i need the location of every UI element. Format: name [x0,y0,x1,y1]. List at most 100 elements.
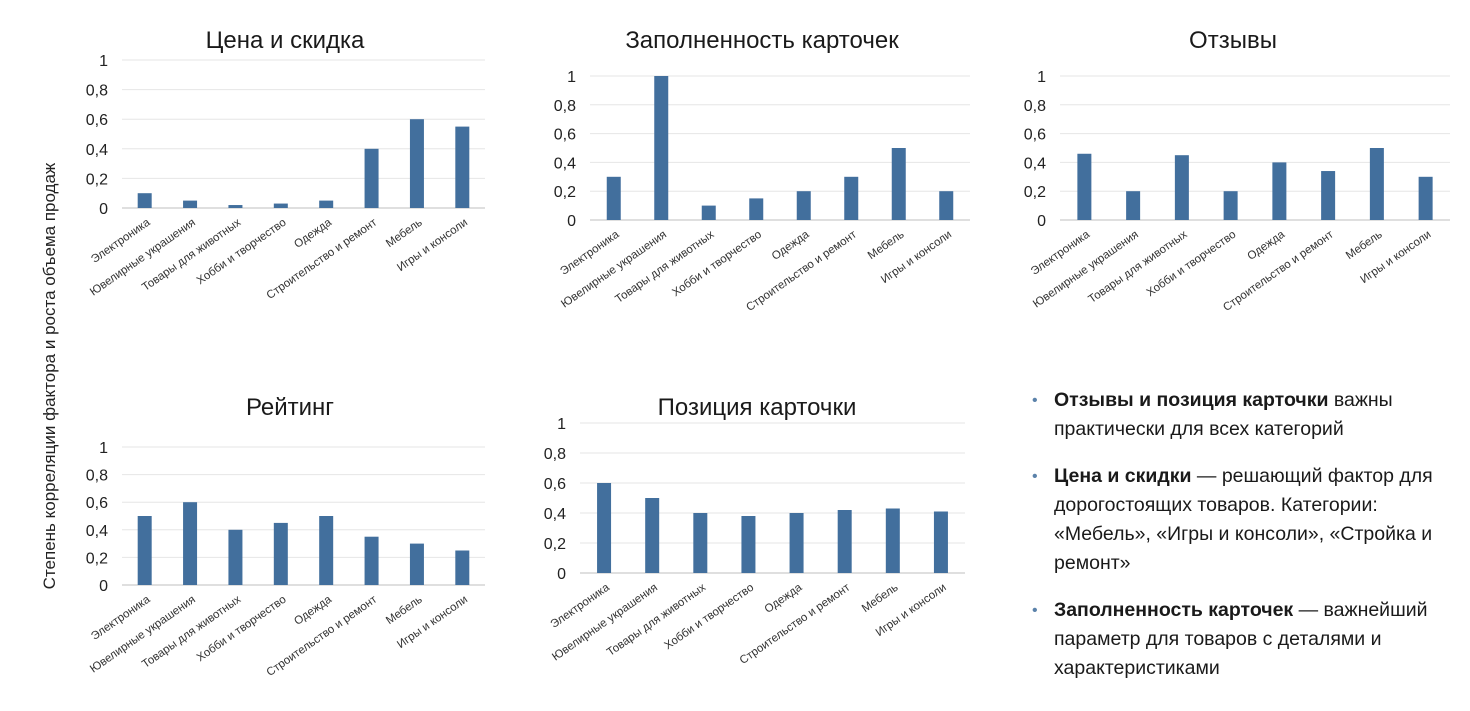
bar [837,510,852,573]
bar [1174,155,1189,220]
y-tick-label: 0,4 [1024,155,1046,172]
x-tick-label: Хобби и творчество [670,229,764,300]
bar [597,483,612,573]
bar [741,516,756,573]
note-bold: Отзывы и позиция карточки [1054,389,1329,411]
bar [1321,171,1336,220]
y-tick-label: 1 [557,416,566,433]
bar [1272,162,1287,220]
y-tick-label: 0,8 [86,83,108,100]
bar [885,508,900,573]
x-tick-label: Хобби и творчество [663,582,757,653]
y-tick-label: 0,4 [544,506,566,523]
x-tick-label: Одежда [770,228,812,263]
bar [319,200,334,208]
note-bold: Заполненность карточек [1054,599,1294,621]
y-tick-label: 0 [557,566,566,583]
note-item: • Отзывы и позиция карточки важны практи… [1030,386,1460,444]
x-tick-label: Одежда [1245,228,1287,263]
bar [409,119,424,208]
y-tick-label: 0,8 [1024,98,1046,115]
y-tick-label: 0 [567,213,576,230]
bar [409,543,424,585]
x-tick-label: Мебель [866,229,907,262]
bar [701,205,716,220]
note-item: • Заполненность карточек — важнейший пар… [1030,596,1460,683]
note-text: — решающий фактор для дорогостоящих това… [1054,465,1433,574]
note-bold: Цена и скидки [1054,465,1192,487]
bar [228,205,243,208]
x-tick-label: Одежда [763,581,805,616]
y-tick-label: 0,4 [554,155,576,172]
bar [228,529,243,585]
bar [1077,153,1092,220]
x-tick-label: Мебель [384,594,425,627]
y-tick-label: 0,2 [86,550,108,567]
y-tick-label: 0,2 [544,536,566,553]
y-tick-label: 0,8 [554,98,576,115]
note-text: — важнейший параметр для товаров с детал… [1054,599,1428,679]
y-tick-label: 1 [1037,69,1046,86]
y-tick-label: 0,2 [86,171,108,188]
bar [364,536,379,585]
y-tick-label: 0 [99,201,108,218]
chart-title: Цена и скидка [206,27,365,54]
bar [455,550,470,585]
note-item: • Цена и скидки — решающий фактор для до… [1030,462,1460,578]
y-tick-label: 1 [99,53,108,70]
x-tick-label: Одежда [292,593,334,628]
bar [789,513,804,573]
bar [319,516,334,585]
note-text: важны практически для всех категорий [1054,389,1393,440]
y-tick-label: 0,6 [1024,127,1046,144]
chart-title: Заполненность карточек [625,27,899,54]
bar [796,191,811,220]
bar [891,148,906,220]
bar [606,176,621,220]
bar [1126,191,1141,220]
y-tick-label: 0,6 [86,112,108,129]
bar [273,522,288,585]
y-tick-label: 1 [567,69,576,86]
chart-reviews: Отзывы00,20,40,60,81ЭлектроникаЮвелирные… [1024,27,1450,314]
bar [1223,191,1238,220]
y-tick-label: 0,6 [86,495,108,512]
bar [137,516,152,585]
bar [933,511,948,573]
bar [693,513,708,573]
chart-title: Позиция карточки [658,394,857,421]
bullet-icon: • [1032,602,1038,619]
bar [749,198,764,220]
bullet-icon: • [1032,392,1038,409]
bar [183,200,198,208]
y-tick-label: 0,4 [86,142,108,159]
bullet-icon: • [1032,468,1038,485]
y-axis-label: Степень корреляции фактора и роста объем… [40,162,59,590]
chart-title: Рейтинг [246,394,334,421]
y-tick-label: 0,6 [554,127,576,144]
bar [364,148,379,208]
x-tick-label: Одежда [292,216,334,251]
bar [844,176,859,220]
chart-title: Отзывы [1189,27,1277,54]
y-tick-label: 1 [99,440,108,457]
y-tick-label: 0,2 [554,184,576,201]
bar [1369,148,1384,220]
bar [273,203,288,208]
bar [1418,176,1433,220]
bar [183,502,198,585]
y-tick-label: 0,8 [544,446,566,463]
bar [939,191,954,220]
x-tick-label: Мебель [1344,229,1385,262]
x-tick-label: Мебель [860,582,901,615]
y-tick-label: 0,6 [544,476,566,493]
notes-list: • Отзывы и позиция карточки важны практи… [1030,386,1460,701]
y-tick-label: 0 [1037,213,1046,230]
bar [654,76,669,220]
chart-price-discount: Цена и скидка00,20,40,60,81ЭлектроникаЮв… [86,27,485,302]
y-tick-label: 0,2 [1024,184,1046,201]
chart-card-position: Позиция карточки00,20,40,60,81Электроник… [544,394,965,667]
bar [645,498,660,573]
bar [137,193,152,208]
y-tick-label: 0,4 [86,523,108,540]
